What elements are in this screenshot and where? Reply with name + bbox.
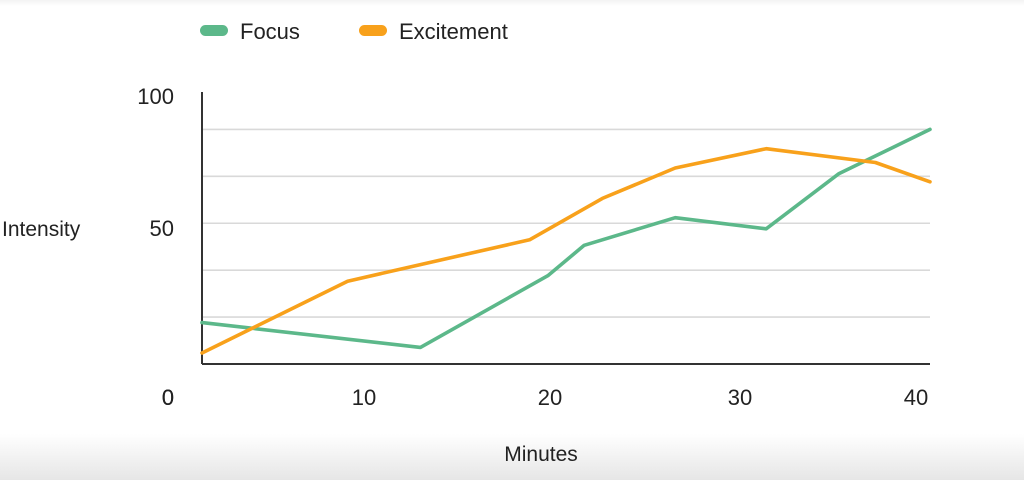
x-tick-label: 30 bbox=[728, 385, 752, 410]
legend-item-focus: Focus bbox=[200, 19, 300, 44]
x-tick-label: 20 bbox=[538, 385, 562, 410]
axes bbox=[201, 92, 930, 365]
x-axis-title: Minutes bbox=[504, 443, 578, 466]
legend-label: Focus bbox=[240, 19, 300, 44]
x-tick-label: 10 bbox=[352, 385, 376, 410]
y-axis-title: Intensity bbox=[2, 218, 81, 241]
series-lines bbox=[200, 127, 932, 355]
x-tick-label: 0 bbox=[162, 385, 174, 410]
y-tick-label: 50 bbox=[150, 216, 174, 241]
legend: Focus Excitement bbox=[200, 19, 508, 44]
legend-swatch bbox=[359, 25, 387, 36]
legend-item-excitement: Excitement bbox=[359, 19, 508, 44]
y-tick-labels: 0 50 100 bbox=[137, 84, 174, 410]
series-line-focus bbox=[200, 127, 932, 350]
x-tick-labels: 0 10 20 30 40 bbox=[162, 385, 928, 410]
legend-swatch bbox=[200, 25, 228, 36]
series-line-excitement bbox=[200, 146, 932, 355]
legend-label: Excitement bbox=[399, 19, 508, 44]
gridlines bbox=[202, 128, 930, 318]
x-tick-label: 40 bbox=[904, 385, 928, 410]
top-shade bbox=[0, 0, 1024, 6]
y-tick-label: 100 bbox=[137, 84, 174, 109]
y-tick-label: 0 bbox=[162, 385, 174, 410]
bottom-shade bbox=[0, 434, 1024, 480]
